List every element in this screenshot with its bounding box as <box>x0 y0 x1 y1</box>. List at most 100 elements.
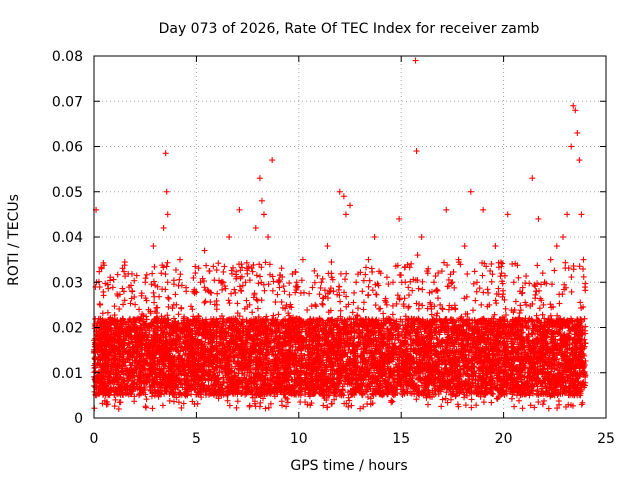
data-point <box>219 286 226 293</box>
data-point <box>187 303 194 310</box>
data-point <box>234 310 241 317</box>
data-point <box>201 299 208 306</box>
data-point <box>177 271 184 278</box>
data-point <box>427 299 434 306</box>
data-point <box>478 301 485 308</box>
data-point <box>428 311 435 318</box>
data-point <box>389 398 396 405</box>
data-point <box>473 288 480 295</box>
data-point <box>343 293 350 300</box>
data-point <box>165 294 172 301</box>
data-point <box>151 299 158 306</box>
data-point <box>151 293 158 300</box>
data-point <box>276 284 283 291</box>
data-point <box>132 301 139 308</box>
data-point <box>221 263 228 270</box>
data-point <box>319 300 326 307</box>
data-point <box>516 397 523 404</box>
data-point <box>517 302 524 309</box>
data-point <box>480 399 487 406</box>
data-point <box>255 280 262 287</box>
data-point <box>527 402 534 409</box>
data-point <box>270 278 277 285</box>
data-point <box>491 311 498 318</box>
data-point <box>470 280 477 287</box>
data-point <box>380 310 387 317</box>
data-point <box>262 259 269 266</box>
data-point <box>131 277 138 284</box>
data-point <box>452 305 459 312</box>
data-point <box>519 284 526 291</box>
data-point <box>328 400 335 407</box>
data-point <box>389 311 396 318</box>
data-point <box>149 405 156 412</box>
data-point <box>502 305 509 312</box>
data-point <box>274 291 281 298</box>
data-point <box>304 306 311 313</box>
data-point <box>576 263 583 270</box>
data-point <box>337 307 344 314</box>
data-point <box>439 305 446 312</box>
data-point <box>363 264 370 271</box>
data-point <box>149 270 156 277</box>
data-point <box>265 404 272 411</box>
data-point <box>272 299 279 306</box>
data-point <box>536 305 543 312</box>
data-point <box>234 300 241 307</box>
data-point <box>523 273 530 280</box>
data-point <box>372 302 379 309</box>
data-point <box>462 402 469 409</box>
data-point <box>415 285 422 292</box>
data-point <box>243 297 250 304</box>
data-point <box>351 289 358 296</box>
data-point <box>121 268 128 275</box>
data-point <box>278 298 285 305</box>
data-point <box>419 302 426 309</box>
data-point <box>231 286 238 293</box>
data-point <box>163 263 170 270</box>
data-point <box>488 260 495 267</box>
data-point <box>234 398 241 405</box>
data-point <box>278 265 285 272</box>
data-point <box>176 276 183 283</box>
data-point <box>249 268 256 275</box>
data-point <box>517 307 524 314</box>
data-point <box>111 303 118 310</box>
data-point <box>534 262 541 269</box>
data-point <box>164 259 171 266</box>
data-point <box>120 288 127 295</box>
data-point <box>409 287 416 294</box>
data-point <box>408 260 415 267</box>
data-point <box>257 273 264 280</box>
data-point <box>516 310 523 317</box>
data-point <box>215 260 222 267</box>
data-point <box>405 284 412 291</box>
data-point <box>213 267 220 274</box>
data-points <box>91 57 589 412</box>
data-point <box>99 310 106 317</box>
data-point <box>539 401 546 408</box>
data-point <box>376 305 383 312</box>
data-point <box>492 297 499 304</box>
data-point <box>337 298 344 305</box>
data-point <box>471 268 478 275</box>
data-point <box>286 280 293 287</box>
data-point <box>110 276 117 283</box>
data-point <box>228 290 235 297</box>
data-point <box>319 301 326 308</box>
data-point <box>365 283 372 290</box>
data-point <box>580 266 587 273</box>
data-point <box>568 288 575 295</box>
data-point <box>210 263 217 270</box>
data-point <box>328 259 335 266</box>
data-point <box>488 278 495 285</box>
data-point <box>280 283 287 290</box>
data-point <box>316 291 323 298</box>
data-point <box>143 396 150 403</box>
data-point <box>562 265 569 272</box>
data-point <box>562 284 569 291</box>
data-point <box>166 397 173 404</box>
data-point <box>343 270 350 277</box>
data-point <box>435 295 442 302</box>
data-point <box>127 300 134 307</box>
